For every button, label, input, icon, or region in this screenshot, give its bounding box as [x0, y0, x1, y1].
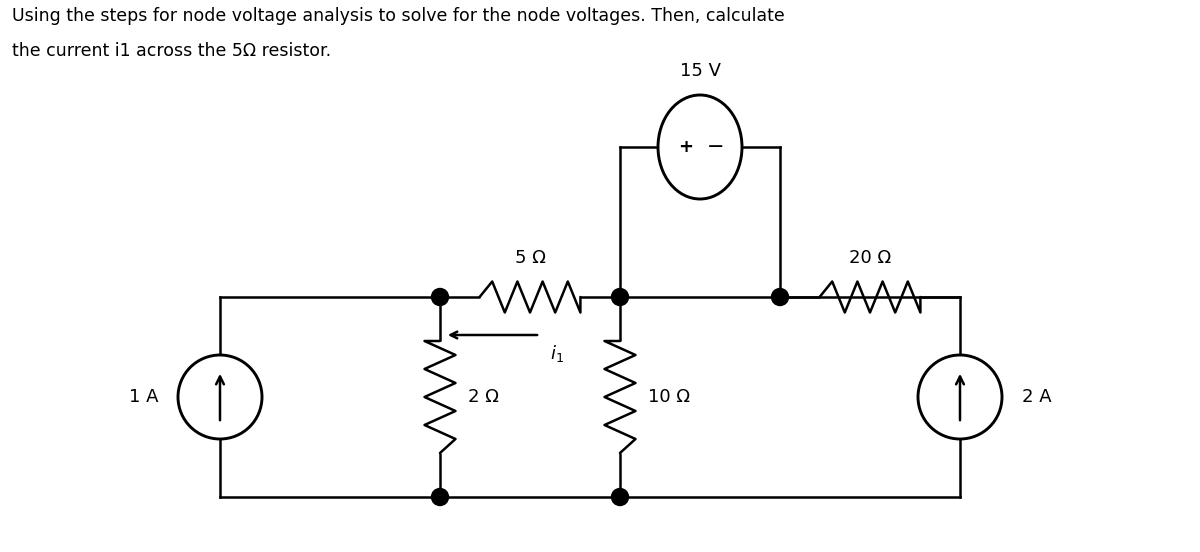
Text: 2 Ω: 2 Ω: [468, 388, 499, 406]
Text: 10 Ω: 10 Ω: [648, 388, 690, 406]
Circle shape: [612, 289, 629, 305]
Circle shape: [178, 355, 262, 439]
Text: +: +: [678, 138, 692, 156]
Circle shape: [432, 489, 449, 506]
Circle shape: [772, 289, 788, 305]
Text: the current i1 across the 5Ω resistor.: the current i1 across the 5Ω resistor.: [12, 42, 331, 60]
Text: 2 A: 2 A: [1022, 388, 1051, 406]
Ellipse shape: [658, 95, 742, 199]
Text: −: −: [707, 137, 725, 157]
Text: 20 Ω: 20 Ω: [848, 249, 892, 267]
Text: 5 Ω: 5 Ω: [515, 249, 546, 267]
Circle shape: [918, 355, 1002, 439]
Circle shape: [612, 489, 629, 506]
Text: $i_1$: $i_1$: [550, 343, 564, 364]
Circle shape: [432, 289, 449, 305]
Text: 1 A: 1 A: [128, 388, 158, 406]
Text: 15 V: 15 V: [679, 62, 720, 80]
Text: Using the steps for node voltage analysis to solve for the node voltages. Then, : Using the steps for node voltage analysi…: [12, 7, 785, 25]
